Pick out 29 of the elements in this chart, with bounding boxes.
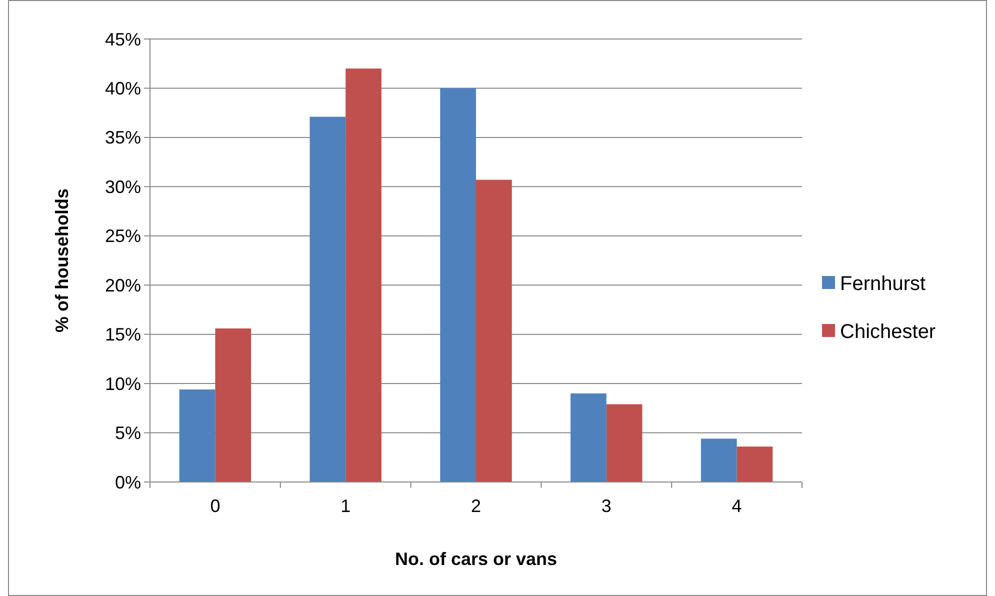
y-tick-label: 35% — [104, 128, 141, 148]
bar — [215, 328, 252, 482]
bar — [606, 404, 642, 482]
x-tick-label: 3 — [601, 496, 612, 516]
legend-label: Chichester — [840, 321, 936, 343]
bar — [179, 389, 216, 482]
y-tick-label: 10% — [104, 374, 141, 394]
y-axis-title: % of households — [52, 188, 72, 332]
x-tick-label: 1 — [340, 496, 351, 516]
x-tick-label: 4 — [732, 496, 742, 516]
y-tick-label: 5% — [114, 423, 141, 444]
y-tick-label: 20% — [104, 275, 141, 296]
y-tick-label: 15% — [104, 324, 141, 345]
x-tick-label: 2 — [470, 496, 482, 516]
bar — [570, 393, 606, 482]
x-tick-label: 0 — [210, 496, 220, 516]
y-tick-label: 0% — [114, 472, 141, 492]
y-tick-label: 40% — [104, 78, 141, 99]
bar — [736, 446, 773, 482]
y-tick-label: 45% — [104, 29, 141, 50]
bar — [440, 88, 476, 482]
legend-label: Fernhurst — [840, 273, 926, 295]
bar — [310, 116, 346, 482]
y-tick-label: 25% — [104, 226, 141, 246]
bar — [476, 180, 512, 482]
y-tick-label: 30% — [104, 176, 141, 197]
x-axis-title: No. of cars or vans — [394, 549, 558, 569]
bar — [700, 438, 737, 482]
bar — [346, 68, 382, 482]
